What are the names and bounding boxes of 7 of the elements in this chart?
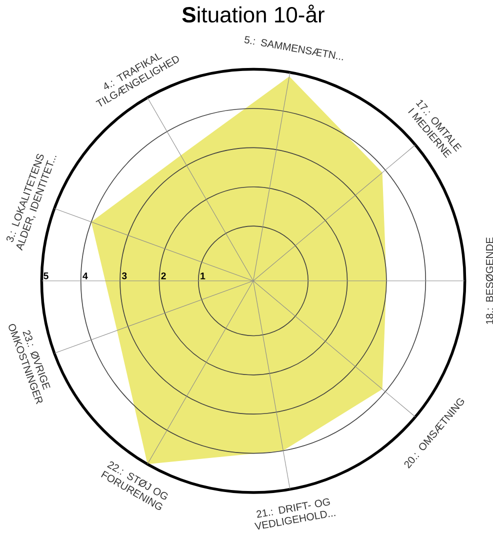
y-tick-label: 1	[200, 272, 205, 280]
y-tick-label: 4	[82, 272, 88, 280]
spoke-label: 18.: BESØGENDE	[486, 237, 493, 324]
y-tick-label: 3	[122, 272, 126, 280]
y-tick-label: 2	[160, 272, 166, 280]
chart-title: Situation 10-år	[182, 4, 324, 23]
y-tick-label: 5	[43, 272, 48, 280]
